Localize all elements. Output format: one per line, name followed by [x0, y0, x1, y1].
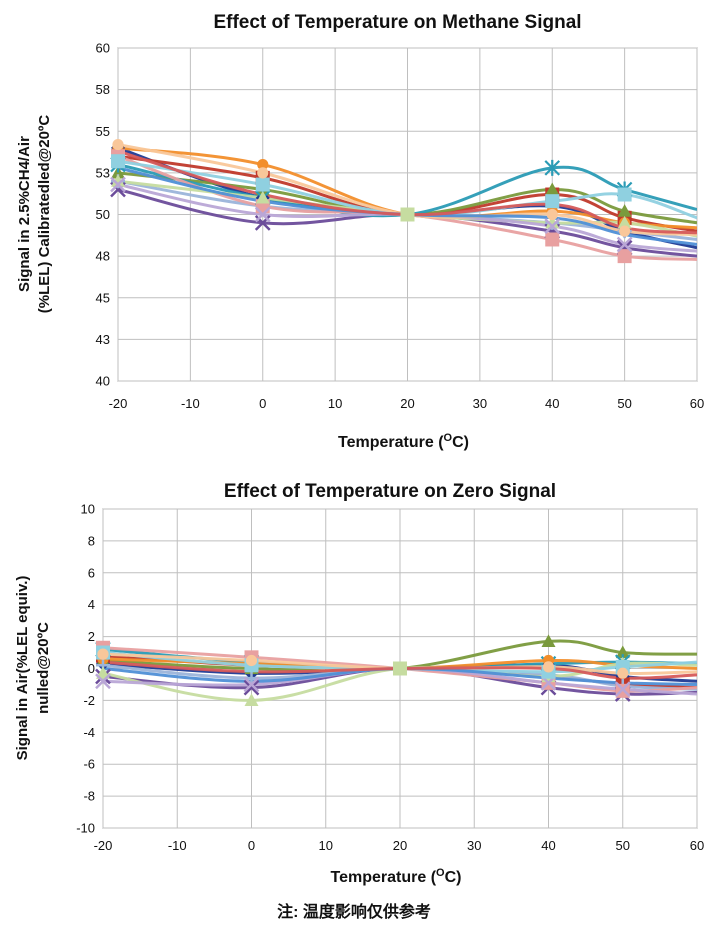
footnote: 注: 温度影响仅供参考: [277, 904, 431, 921]
y-tick-label: -6: [83, 757, 95, 772]
y-tick-label: -10: [76, 821, 95, 836]
x-tick-label: 60: [690, 396, 704, 411]
y-tick-label: 50: [96, 207, 110, 222]
y-tick-label: -8: [83, 789, 95, 804]
x-tick-label: 0: [248, 838, 255, 853]
data-point-marker: [616, 236, 633, 253]
data-point-marker: [244, 693, 259, 706]
data-point-marker: [254, 206, 271, 223]
y-tick-label: -2: [83, 693, 95, 708]
data-point-marker: [257, 158, 269, 171]
data-point-marker: [400, 207, 415, 222]
data-point-marker: [257, 167, 269, 179]
x-tick-label: 50: [616, 838, 630, 853]
y-tick-label: 55: [96, 124, 110, 139]
y-tick-label: 8: [88, 533, 95, 548]
data-point-marker: [545, 194, 560, 209]
data-point-marker: [110, 176, 126, 193]
data-point-marker: [615, 645, 630, 659]
y-tick-label: 43: [96, 332, 110, 347]
data-point-marker: [245, 654, 258, 667]
data-point-marker: [617, 667, 629, 679]
x-tick-label: -10: [168, 838, 187, 853]
data-point-marker: [546, 208, 558, 221]
x-axis-label: Temperature (OC): [338, 432, 469, 451]
data-point-marker: [112, 138, 124, 151]
data-point-marker: [97, 648, 109, 660]
data-point-marker: [542, 661, 555, 673]
x-tick-label: -10: [181, 396, 200, 411]
chart-title: Effect of Temperature on Zero Signal: [224, 481, 556, 502]
x-tick-label: 20: [400, 396, 414, 411]
y-axis-label-line1: Signal in 2.5%CH4/Air: [16, 136, 33, 292]
y-tick-label: 2: [88, 629, 95, 644]
y-tick-label: -4: [83, 725, 95, 740]
y-tick-label: 58: [96, 82, 110, 97]
data-point-marker: [617, 249, 632, 264]
x-axis-label: Temperature (OC): [331, 867, 462, 886]
data-point-marker: [96, 666, 110, 679]
x-tick-label: 40: [541, 838, 555, 853]
y-axis-label-line2: nulled@20ºC: [35, 622, 52, 714]
y-tick-label: 45: [96, 290, 110, 305]
data-point-marker: [393, 661, 407, 676]
x-tick-label: 10: [328, 396, 342, 411]
x-tick-label: 30: [467, 838, 481, 853]
y-tick-label: 4: [88, 597, 95, 612]
zero-signal-chart: Effect of Temperature on Zero Signal-20-…: [14, 481, 704, 886]
y-tick-label: 60: [96, 41, 110, 56]
data-point-marker: [545, 215, 560, 229]
x-tick-label: -20: [109, 396, 128, 411]
data-point-marker: [255, 190, 270, 204]
data-point-marker: [544, 218, 561, 235]
y-tick-label: 53: [96, 165, 110, 180]
y-tick-label: 48: [96, 249, 110, 264]
data-point-marker: [617, 187, 632, 202]
x-tick-label: 50: [617, 396, 631, 411]
y-tick-label: 10: [81, 502, 95, 517]
methane-signal-chart: Effect of Temperature on Methane Signal -…: [16, 12, 704, 451]
data-point-marker: [111, 174, 125, 187]
data-point-marker: [545, 182, 560, 196]
data-point-marker: [111, 154, 125, 169]
x-tick-label: 30: [473, 396, 487, 411]
x-tick-label: 40: [545, 396, 559, 411]
x-tick-label: 20: [393, 838, 407, 853]
data-point-marker: [617, 215, 632, 229]
data-point-marker: [617, 204, 632, 217]
chart-title: Effect of Temperature on Methane Signal: [213, 12, 581, 33]
y-axis-label-line2: (%LEL) Calibratedled@20ºC: [36, 115, 53, 314]
y-tick-label: 6: [88, 565, 95, 580]
data-point-marker: [243, 676, 260, 693]
x-tick-label: 0: [259, 396, 266, 411]
data-point-marker: [243, 679, 260, 696]
x-tick-label: 60: [690, 838, 704, 853]
data-point-marker: [544, 159, 561, 176]
x-tick-label: -20: [94, 838, 113, 853]
data-point-marker: [614, 681, 631, 698]
data-point-marker: [95, 673, 111, 690]
data-point-marker: [255, 177, 270, 192]
y-axis-label-line1: Signal in Air(%LEL equiv.): [14, 576, 31, 761]
x-tick-label: 10: [319, 838, 333, 853]
data-point-marker: [541, 634, 556, 647]
data-point-marker: [545, 232, 560, 247]
y-tick-label: 40: [96, 374, 110, 389]
y-tick-label: 0: [88, 661, 95, 676]
data-point-marker: [619, 225, 631, 237]
